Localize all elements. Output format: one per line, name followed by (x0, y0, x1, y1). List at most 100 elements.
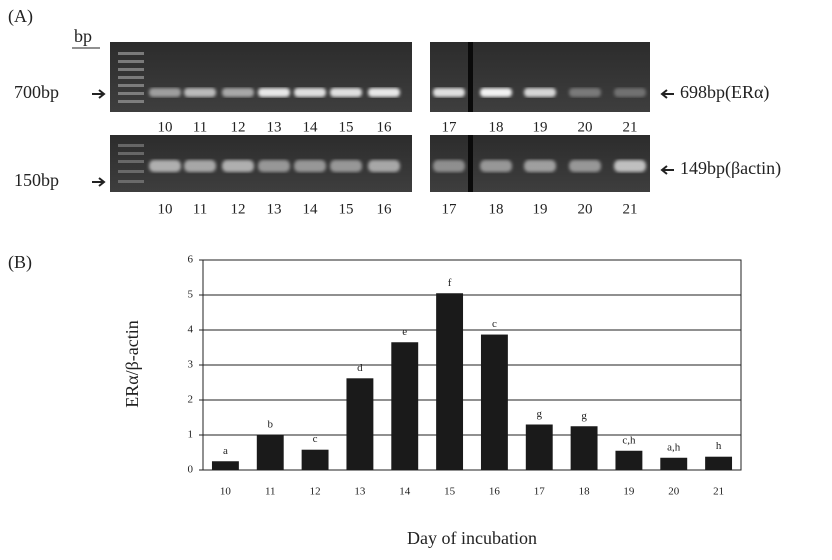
gel (430, 42, 650, 112)
bar (660, 458, 687, 470)
x-tick-label: 10 (220, 486, 232, 498)
x-tick-label: 15 (444, 486, 456, 498)
lane-label: 13 (267, 201, 282, 217)
lane-label: 10 (158, 119, 173, 135)
ladder-band (118, 144, 144, 147)
lane-label: 21 (623, 119, 638, 135)
lane-label: 10 (158, 201, 173, 217)
y-tick-label: 6 (188, 254, 194, 266)
gel-panel (110, 42, 650, 192)
gel-seam (468, 42, 473, 112)
lane-label: 17 (442, 119, 458, 135)
x-tick-label: 18 (579, 486, 591, 498)
significance-label: c,h (622, 434, 636, 446)
lane-label: 20 (578, 119, 593, 135)
lane-label: 20 (578, 201, 593, 217)
gel-band (184, 88, 216, 97)
arrow (662, 166, 674, 174)
unit-label: bp (74, 26, 92, 46)
gel-band (368, 160, 400, 172)
significance-label: a (223, 445, 228, 457)
gel-band (258, 160, 290, 172)
gel-band (480, 160, 512, 172)
bar (615, 451, 642, 470)
significance-label: g (537, 408, 543, 420)
lane-label: 17 (442, 201, 458, 217)
lane-label: 11 (193, 119, 207, 135)
x-tick-label: 19 (623, 486, 635, 498)
significance-label: c (492, 318, 497, 330)
lane-label: 15 (339, 119, 354, 135)
panel-label: (B) (8, 252, 32, 273)
gel-band (294, 88, 326, 97)
ladder-band (118, 52, 144, 55)
lane-label: 18 (489, 201, 504, 217)
x-tick-label: 13 (354, 486, 366, 498)
gel-band (614, 88, 646, 97)
gel-seam (468, 135, 473, 192)
gel-band (330, 160, 362, 172)
significance-label: d (357, 362, 363, 374)
lane-label: 12 (231, 119, 246, 135)
product-label: 149bp(βactin) (680, 158, 781, 179)
significance-label: b (268, 419, 274, 431)
ladder-band (118, 84, 144, 87)
x-tick-label: 17 (534, 486, 546, 498)
ladder-band (118, 68, 144, 71)
x-tick-label: 12 (310, 486, 321, 498)
gel-band (222, 160, 254, 172)
lane-label: 12 (231, 201, 246, 217)
y-tick-label: 5 (188, 289, 194, 301)
gel-band (149, 88, 181, 97)
y-axis-label: ERα/β-actin (122, 320, 142, 408)
lane-label: 14 (303, 119, 319, 135)
bar (705, 457, 732, 470)
gel-band (222, 88, 254, 97)
gel-band (569, 88, 601, 97)
y-tick-label: 2 (188, 394, 194, 406)
gel-band (368, 88, 400, 97)
product-label: 698bp(ERα) (680, 82, 769, 103)
gel-band (433, 160, 465, 172)
bar (571, 426, 598, 470)
lane-label: 21 (623, 201, 638, 217)
significance-label: c (313, 433, 318, 445)
gel-band (149, 160, 181, 172)
lane-label: 14 (303, 201, 319, 217)
ladder-band (118, 60, 144, 63)
lane-label: 13 (267, 119, 282, 135)
x-tick-label: 16 (489, 486, 501, 498)
y-tick-label: 0 (188, 464, 194, 476)
significance-label: e (402, 326, 407, 338)
gel-band (524, 88, 556, 97)
x-tick-label: 20 (668, 486, 680, 498)
bar (481, 335, 508, 470)
ladder-band (118, 170, 144, 173)
ladder-band (118, 76, 144, 79)
gel-band (614, 160, 646, 172)
lane-label: 16 (377, 201, 393, 217)
bar (257, 435, 284, 470)
ladder-band (118, 100, 144, 103)
arrow (92, 90, 104, 98)
gel-band (569, 160, 601, 172)
significance-label: f (448, 277, 452, 289)
ladder-band (118, 180, 144, 183)
bar (436, 293, 463, 470)
lane-label: 15 (339, 201, 354, 217)
marker-label: 700bp (14, 82, 59, 102)
significance-label: h (716, 440, 722, 452)
lane-label: 16 (377, 119, 393, 135)
significance-label: a,h (667, 441, 681, 453)
arrow (92, 178, 104, 186)
ladder-band (118, 152, 144, 155)
gel-band (184, 160, 216, 172)
x-tick-label: 21 (713, 486, 724, 498)
gel-band (433, 88, 465, 97)
gel-band (524, 160, 556, 172)
gel-band (258, 88, 290, 97)
gel-band (480, 88, 512, 97)
y-tick-label: 4 (188, 324, 194, 336)
gel (110, 42, 412, 112)
arrow (662, 90, 674, 98)
